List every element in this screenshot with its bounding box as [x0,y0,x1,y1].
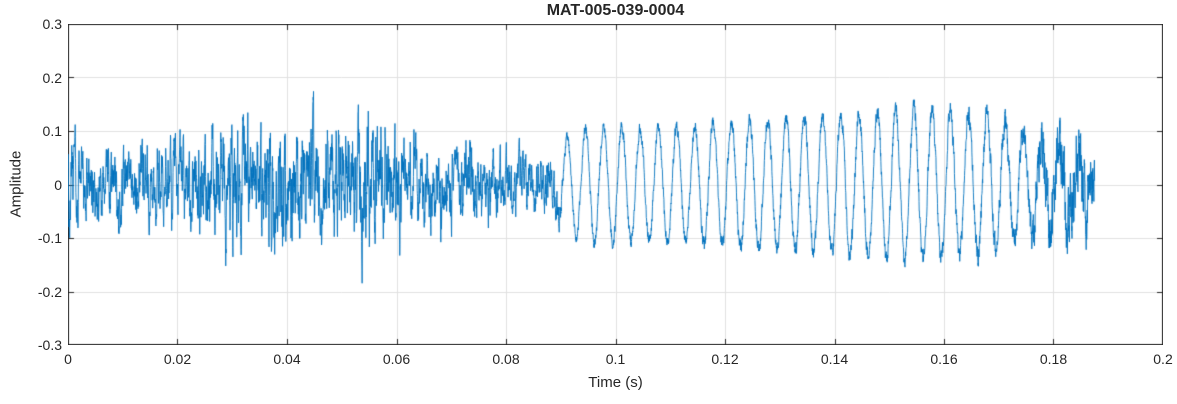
x-tick-label: 0.04 [273,351,301,367]
x-tick-label: 0 [64,351,72,367]
x-tick-label: 0.2 [1153,351,1173,367]
x-tick-label: 0.06 [382,351,411,367]
y-tick-label: 0.1 [42,123,62,139]
y-tick-label: 0.2 [42,69,62,86]
y-tick-label: -0.2 [37,283,62,300]
y-tick-label: 0 [54,176,62,193]
x-tick-label: 0.08 [492,351,520,367]
x-tick-label: 0.02 [163,351,192,367]
x-tick-label: 0.12 [711,351,739,367]
x-tick-label: 0.18 [1039,351,1068,367]
x-tick-label: 0.14 [820,351,849,367]
y-tick-label: 0.3 [42,16,62,32]
y-tick-label: -0.1 [37,230,62,246]
x-tick-label: 0.1 [605,351,626,367]
plot-title: MAT-005-039-0004 [546,2,685,19]
x-tick-label: 0.16 [930,351,958,367]
y-tick-label: -0.3 [37,337,62,353]
x-axis-label: Time (s) [588,374,643,391]
waveform-canvas [68,24,1163,345]
